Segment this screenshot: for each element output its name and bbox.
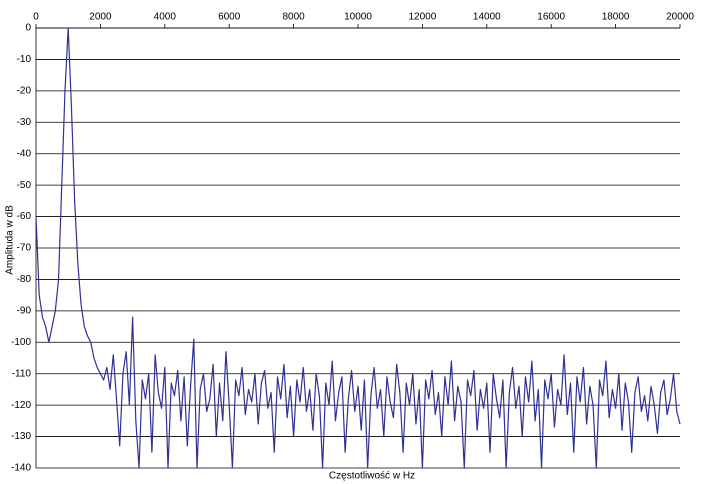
x-tick-label: 0	[33, 12, 39, 23]
y-axis-label: Amplituda w dB	[5, 205, 16, 275]
y-tick-label: 0	[25, 23, 31, 34]
y-tick-label: -110	[12, 368, 32, 379]
x-tick-label: 12000	[408, 12, 436, 23]
y-tick-label: -130	[11, 431, 31, 442]
y-tick-label: -140	[11, 463, 31, 474]
x-tick-label: 8000	[282, 12, 305, 23]
y-tick-label: -60	[17, 211, 32, 222]
x-tick-label: 18000	[602, 12, 630, 23]
spectrum-line	[35, 27, 681, 469]
y-tick-label: -10	[17, 54, 32, 65]
x-tick-label: 2000	[89, 12, 112, 23]
y-tick-label: -50	[17, 180, 32, 191]
y-tick-label: -20	[17, 85, 32, 96]
x-axis-label: Częstotliwość w Hz	[329, 471, 415, 482]
x-tick-label: 4000	[154, 12, 177, 23]
x-tick-label: 16000	[537, 12, 565, 23]
x-tick-label: 10000	[344, 12, 372, 23]
y-tick-label: -90	[17, 305, 32, 316]
x-tick-label: 6000	[218, 12, 241, 23]
x-tick-label: 20000	[666, 12, 694, 23]
y-tick-label: -40	[17, 148, 32, 159]
y-tick-label: -80	[17, 274, 32, 285]
y-tick-label: -70	[17, 243, 32, 254]
x-tick-label: 14000	[473, 12, 501, 23]
y-tick-label: -30	[17, 117, 32, 128]
y-tick-label: -120	[11, 400, 31, 411]
y-tick-label: -100	[11, 337, 31, 348]
